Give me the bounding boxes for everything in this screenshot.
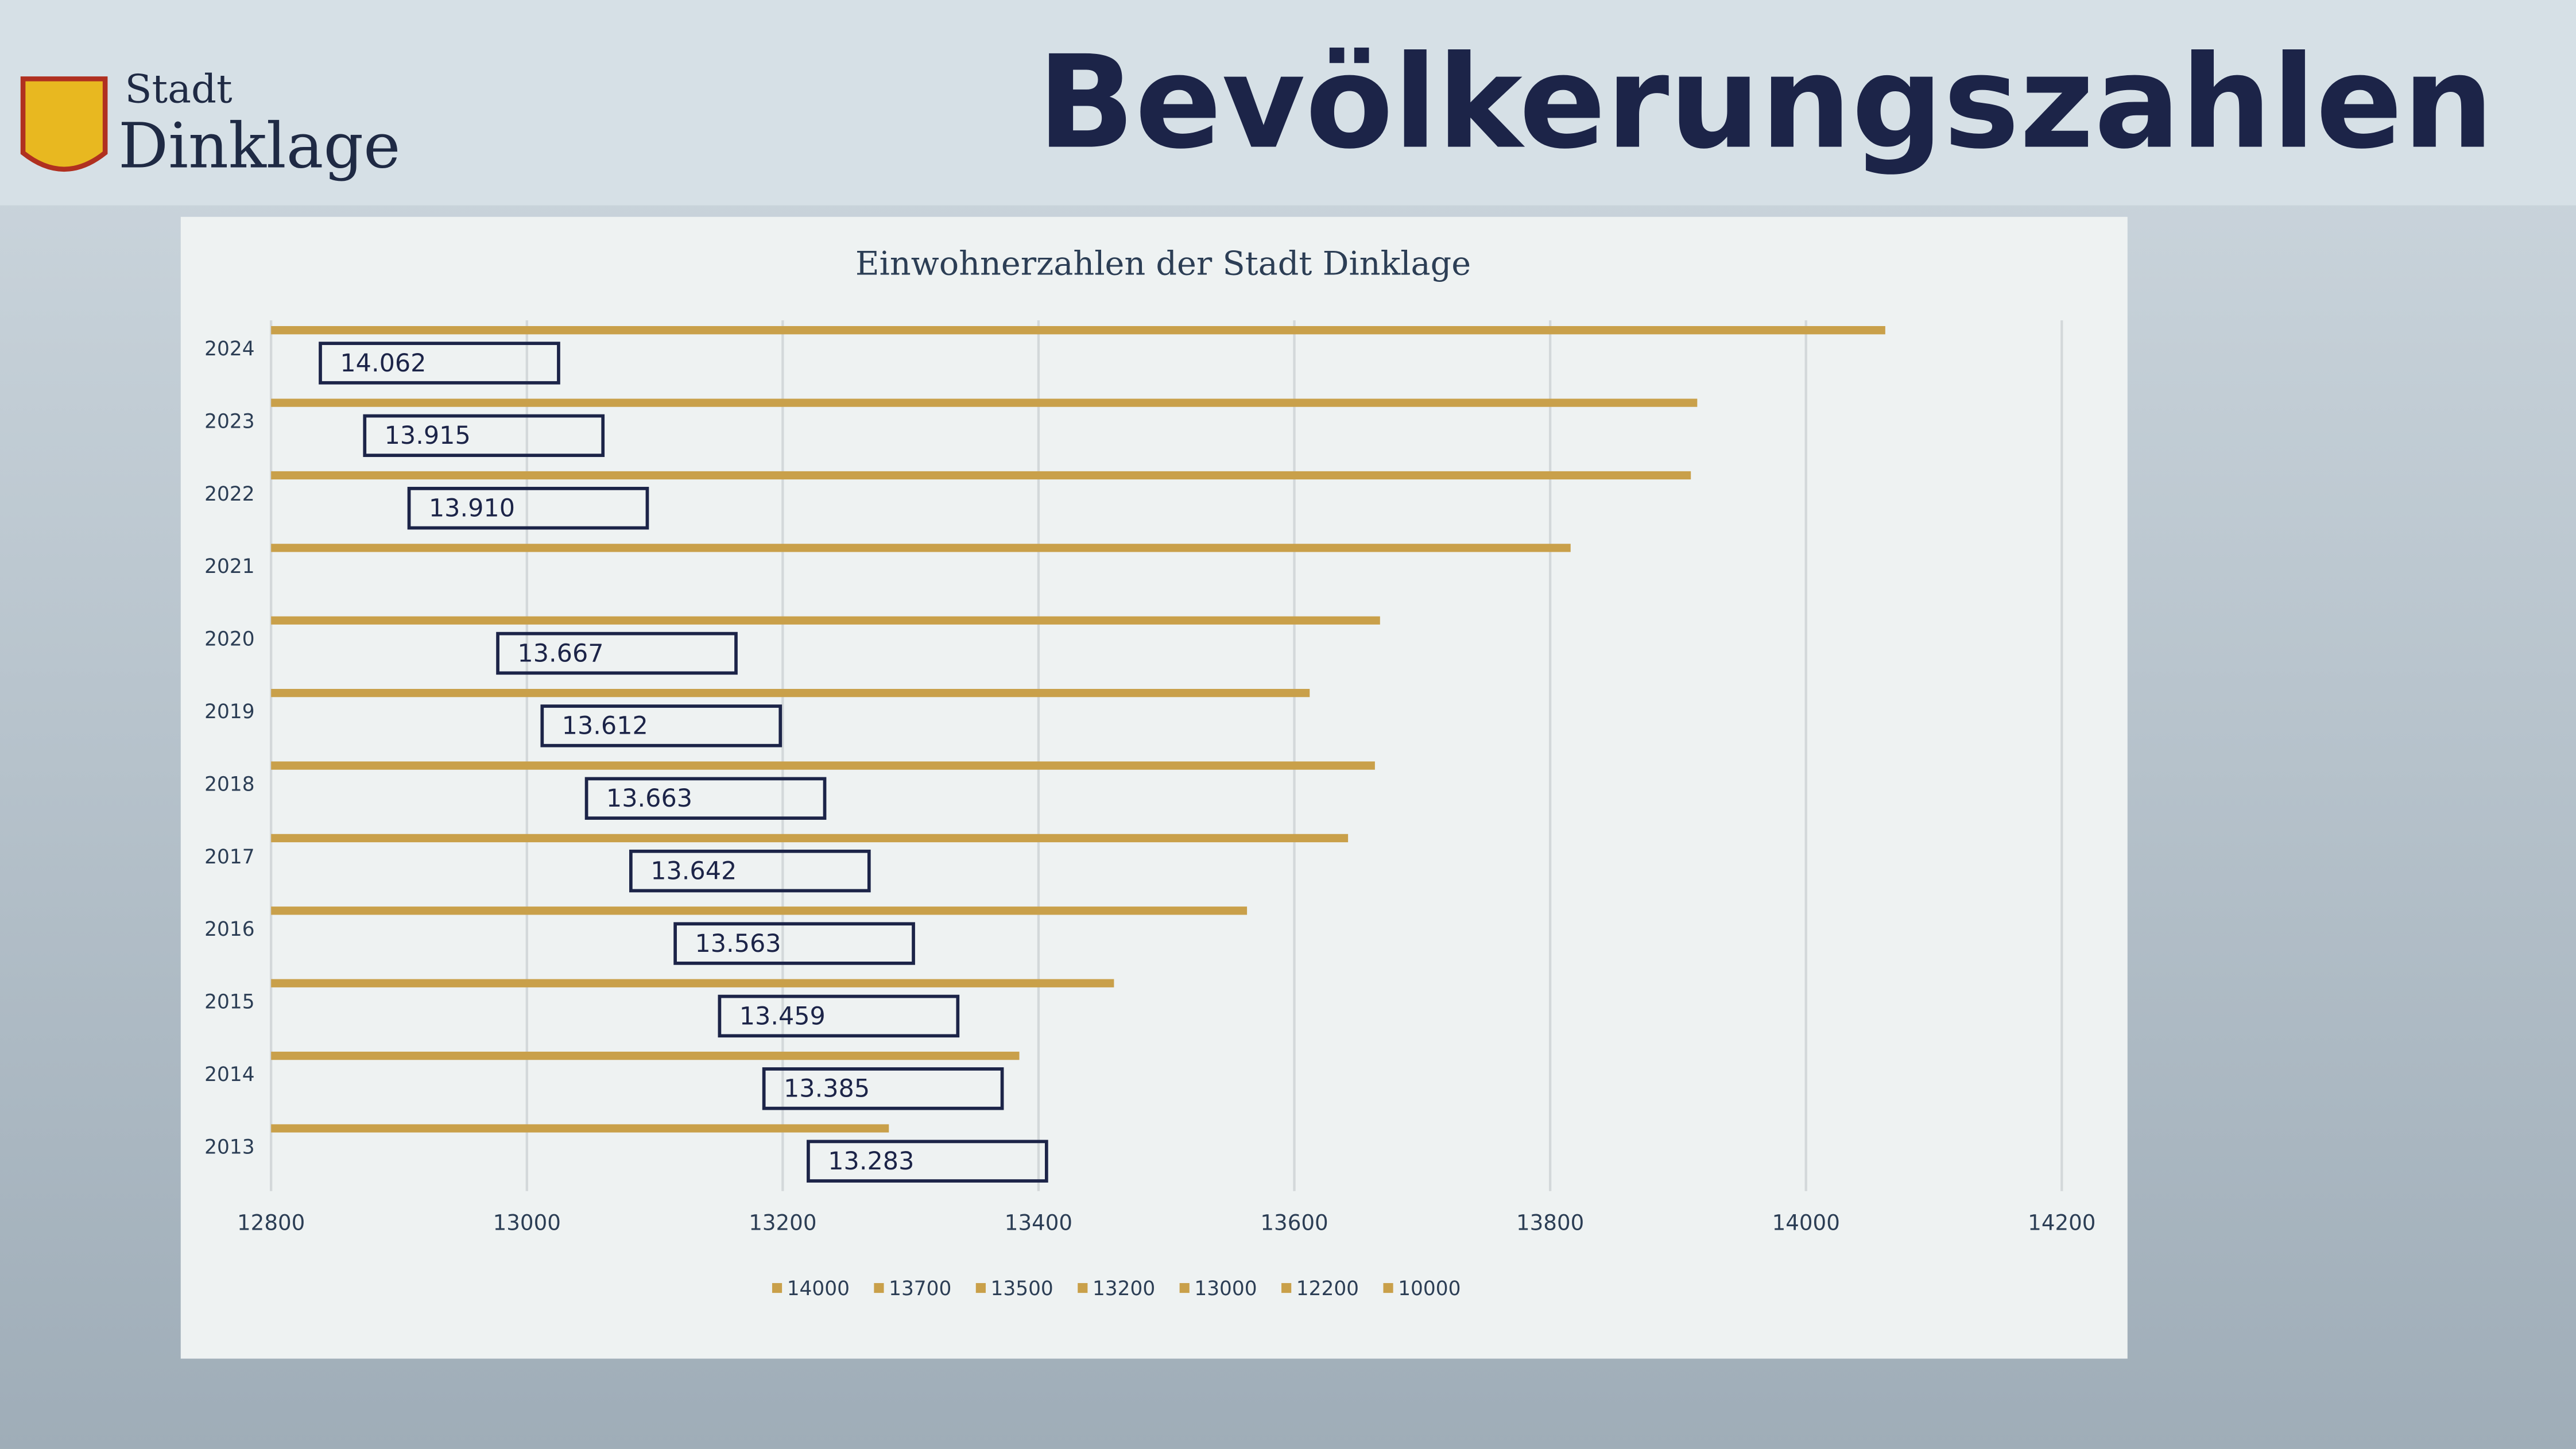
legend-label: 12200 bbox=[1296, 1277, 1359, 1300]
value-label: 13.915 bbox=[385, 421, 471, 450]
logo-shield bbox=[20, 76, 108, 172]
y-tick-label: 2019 bbox=[204, 700, 254, 723]
legend-label: 13700 bbox=[889, 1277, 951, 1300]
value-label: 13.910 bbox=[429, 494, 515, 523]
value-label-box bbox=[718, 994, 960, 1038]
y-tick-label: 2017 bbox=[204, 846, 254, 869]
value-label: 13.459 bbox=[739, 1002, 826, 1030]
x-tick-label: 14200 bbox=[2028, 1210, 2095, 1235]
legend-swatch bbox=[1281, 1283, 1292, 1293]
value-label: 14.062 bbox=[340, 349, 426, 378]
legend-label: 14000 bbox=[787, 1277, 850, 1300]
value-label-box bbox=[407, 487, 649, 530]
legend-swatch bbox=[975, 1283, 986, 1293]
chart-panel bbox=[180, 216, 2128, 1359]
y-tick-label: 2020 bbox=[204, 628, 254, 651]
y-tick-label: 2022 bbox=[204, 483, 254, 506]
value-label: 13.283 bbox=[828, 1147, 914, 1176]
value-label: 13.642 bbox=[650, 857, 737, 886]
value-label-box bbox=[540, 704, 783, 747]
logo-top: Stadt bbox=[125, 66, 233, 112]
y-tick-label: 2016 bbox=[204, 918, 254, 941]
legend-label: 10000 bbox=[1398, 1277, 1461, 1300]
header-band bbox=[0, 0, 2576, 206]
value-label-box bbox=[363, 414, 605, 458]
logo-bottom: Dinklage bbox=[118, 110, 400, 183]
y-tick-label: 2023 bbox=[204, 410, 254, 433]
value-label-box bbox=[584, 777, 827, 820]
value-label-box bbox=[807, 1140, 1048, 1183]
legend-swatch bbox=[874, 1283, 884, 1293]
y-tick-label: 2024 bbox=[204, 338, 254, 361]
value-label: 13.385 bbox=[784, 1075, 870, 1103]
legend-swatch bbox=[1078, 1283, 1088, 1293]
value-label: 13.612 bbox=[562, 712, 648, 741]
x-tick-label: 13000 bbox=[493, 1210, 561, 1235]
legend-swatch bbox=[772, 1283, 783, 1293]
value-label-box bbox=[629, 849, 871, 893]
legend-swatch bbox=[1383, 1283, 1393, 1293]
y-tick-label: 2018 bbox=[204, 773, 254, 796]
chart-title: Einwohnerzahlen der Stadt Dinklage bbox=[855, 245, 1471, 283]
y-tick-label: 2021 bbox=[204, 555, 254, 578]
slide-title: Bevölkerungszahlen bbox=[1037, 28, 2494, 177]
x-tick-label: 13200 bbox=[749, 1210, 816, 1235]
value-label-box bbox=[762, 1067, 1004, 1110]
legend-swatch bbox=[1179, 1283, 1190, 1293]
x-tick-label: 13400 bbox=[1005, 1210, 1072, 1235]
value-label: 13.563 bbox=[695, 929, 781, 958]
legend-label: 13500 bbox=[991, 1277, 1053, 1300]
legend-label: 13000 bbox=[1194, 1277, 1257, 1300]
value-label: 13.667 bbox=[517, 639, 603, 668]
value-label-box bbox=[496, 631, 738, 675]
x-tick-label: 13800 bbox=[1516, 1210, 1584, 1235]
value-label: 13.663 bbox=[606, 784, 692, 813]
y-tick-label: 2014 bbox=[204, 1063, 254, 1086]
y-tick-label: 2013 bbox=[204, 1136, 254, 1159]
value-label-box bbox=[319, 342, 560, 385]
x-tick-label: 14000 bbox=[1772, 1210, 1840, 1235]
x-tick-label: 12800 bbox=[237, 1210, 305, 1235]
x-tick-label: 13600 bbox=[1260, 1210, 1328, 1235]
legend-label: 13200 bbox=[1093, 1277, 1155, 1300]
value-label-box bbox=[673, 922, 915, 965]
y-tick-label: 2015 bbox=[204, 991, 254, 1014]
